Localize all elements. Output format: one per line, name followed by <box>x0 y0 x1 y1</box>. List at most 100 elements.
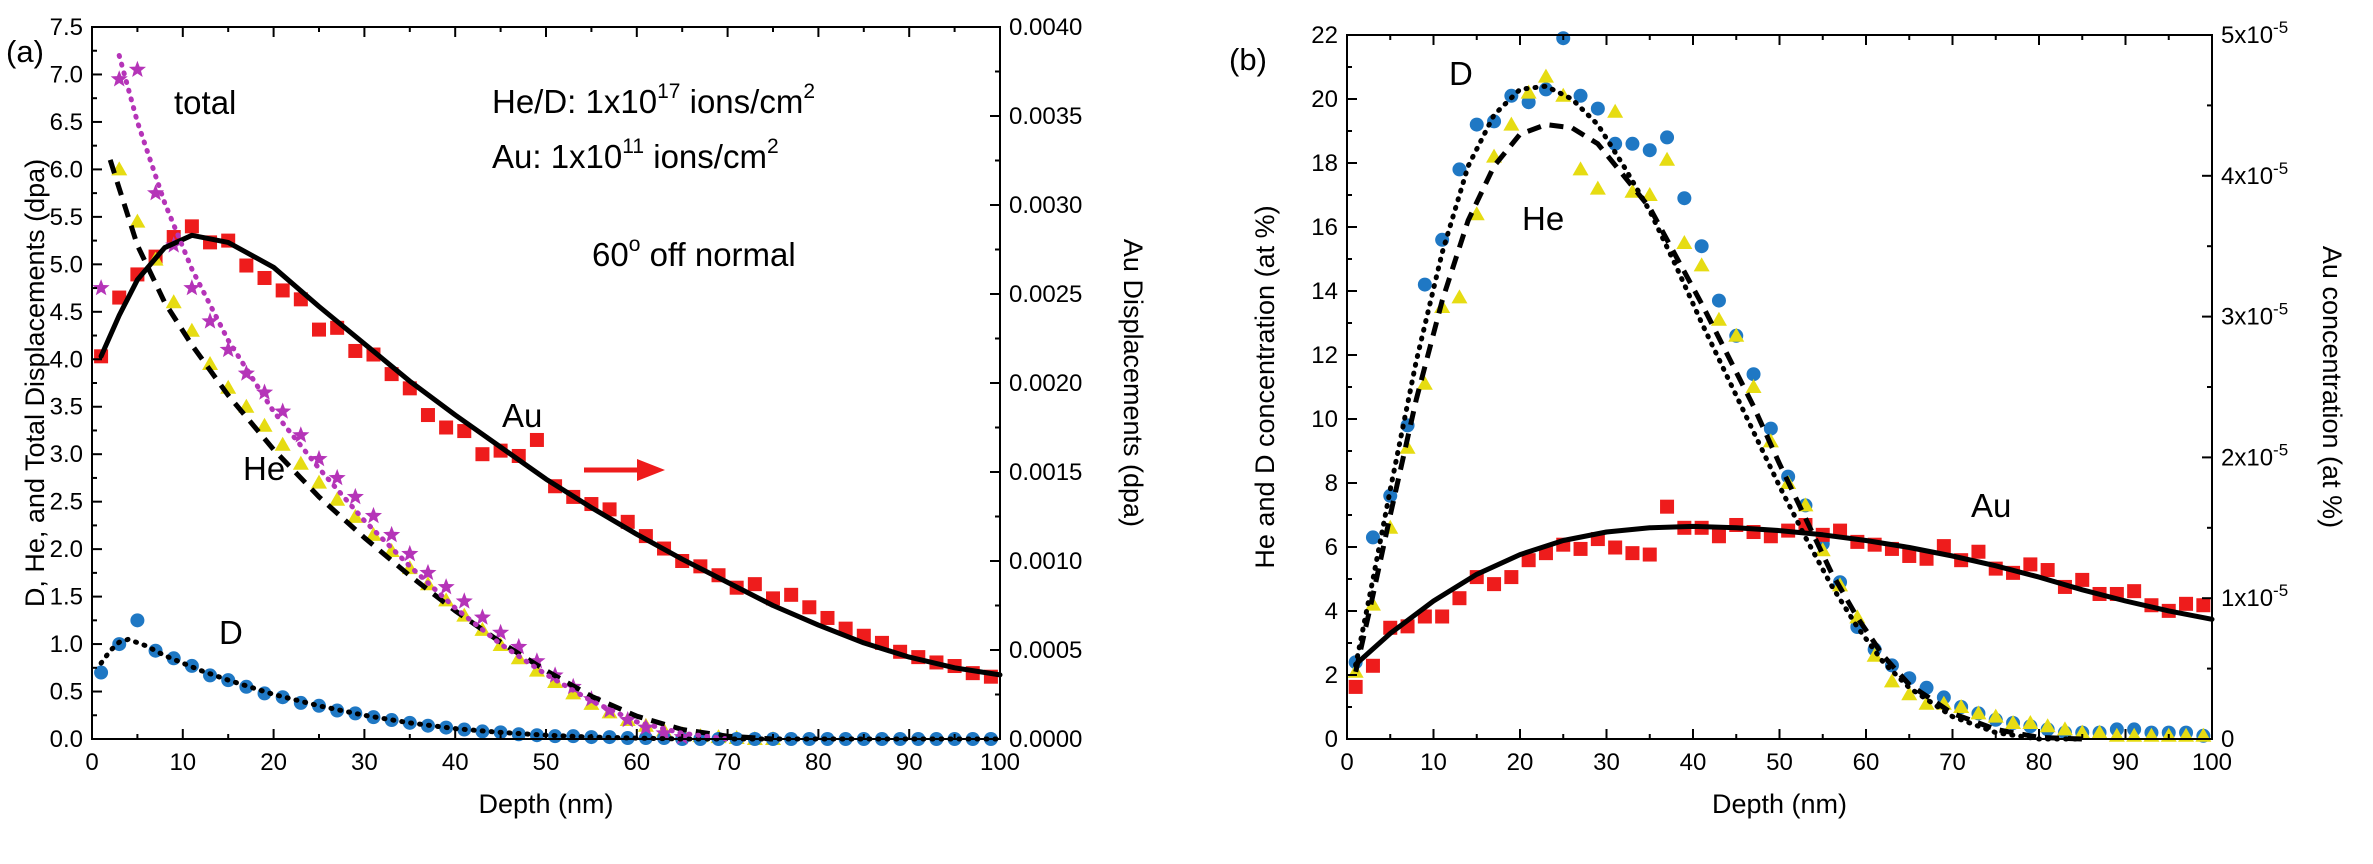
panel-a-total-point <box>528 652 546 669</box>
panel-b-au-point <box>1365 658 1380 673</box>
panel-b-y-right-tick-exponent: -5 <box>2273 440 2288 459</box>
panel-a-right-axis-arrowhead <box>637 459 665 481</box>
panel-b-he-point <box>1641 187 1658 201</box>
panel-b-au-point <box>1660 499 1675 514</box>
panel-a-total-point <box>147 184 165 201</box>
panel-b-he-point <box>1901 686 1918 701</box>
panel-b-au-point <box>1504 570 1519 585</box>
panel-a-y-tick-label: 7.0 <box>50 61 83 88</box>
panel-a-he-point <box>256 417 273 432</box>
panel-b-he-point <box>1572 161 1589 176</box>
panel-b-d-point <box>1625 136 1640 151</box>
panel-a-total-label: total <box>174 84 236 121</box>
panel-a-x-tick-label: 0 <box>85 749 98 776</box>
panel-b-au-point <box>1452 591 1467 606</box>
panel-a-total-point <box>128 60 146 77</box>
panel-b-he-point <box>1468 206 1485 221</box>
panel-b-au-point <box>1936 539 1951 554</box>
panel-a-y-tick-label: 3.5 <box>50 394 83 421</box>
panel-a-total-point <box>655 724 673 741</box>
panel-a-he-point <box>183 322 200 337</box>
panel-b-au-point <box>1608 540 1623 555</box>
panel-a-total-point <box>310 449 328 467</box>
panel-b-y-right-tick-exponent: -5 <box>2273 581 2288 600</box>
panel-b-au-point <box>2179 596 2194 611</box>
panel-b-he-point <box>2091 724 2108 739</box>
panel-a-x-tick-label: 100 <box>980 749 1020 776</box>
panel-b-x-tick-label: 60 <box>1853 749 1880 776</box>
panel-b-au-point <box>1625 546 1640 561</box>
panel-b-d-fit-line <box>1353 83 2085 742</box>
panel-a-total-point <box>455 592 473 609</box>
panel-b-he-point <box>2056 721 2073 736</box>
panel-b-y-right-tick-exponent: -5 <box>2273 18 2288 37</box>
panel-a-he-point <box>347 508 364 523</box>
panel-a-y-right-tick-label: 0.0040 <box>1009 14 1082 41</box>
panel-b-d-point <box>1521 95 1536 110</box>
panel-a-total-point <box>364 506 382 524</box>
panel-a-total-point <box>201 312 219 329</box>
panel-b-label: (b) <box>1229 42 1267 77</box>
panel-b-d-point <box>1660 130 1675 145</box>
panel-a-au-point <box>602 502 617 517</box>
panel-a-he-point <box>274 436 291 451</box>
panel-a-x-tick-label: 70 <box>714 749 741 776</box>
panel-b-au-point <box>2127 584 2142 599</box>
panel-a-d-point <box>312 698 326 713</box>
panel-a-total-point <box>183 279 201 296</box>
panel-b-d-point <box>1763 421 1778 436</box>
panel-a-fluence-he-d: He/D: 1x1017 ions/cm2 <box>492 80 815 120</box>
panel-a-au-point <box>802 600 817 615</box>
panel-a-y-tick-label: 6.0 <box>50 156 83 183</box>
panel-a-total-point <box>219 340 237 358</box>
panel-a-y-tick-label: 4.0 <box>50 346 83 373</box>
panel-b-d-point <box>1677 191 1692 206</box>
panel-b-au-point <box>2023 557 2038 572</box>
panel-a-fluence-he-d-pow: 2 <box>803 80 815 103</box>
panel-b-he-point <box>2005 715 2022 729</box>
panel-b-au-point <box>1487 577 1502 592</box>
panel-b-x-axis-label: Depth (nm) <box>1712 789 1847 819</box>
panel-b-y-right-tick-label: 2x10-5 <box>2221 440 2288 471</box>
panel-b-d-point <box>1590 101 1605 116</box>
panel-b-au-point <box>2075 572 2090 587</box>
panel-a-he-point <box>165 294 182 309</box>
panel-a-y-tick-label: 2.0 <box>50 536 83 563</box>
panel-a-y-right-tick-label: 0.0020 <box>1009 370 1082 397</box>
panel-a-total-point <box>292 426 310 443</box>
panel-b-x-tick-label: 80 <box>2026 749 2053 776</box>
panel-b-he-point <box>1710 311 1727 326</box>
panel-a-au-point <box>312 322 326 337</box>
panel-b-au-point <box>1348 679 1363 694</box>
panel-a-y-tick-label: 5.5 <box>50 204 83 231</box>
panel-b-d-point <box>1417 277 1432 292</box>
panel-b-d-point <box>1642 143 1657 158</box>
panel-a-fluence-au-unit: ions/cm <box>644 138 767 175</box>
panel-a-d-label: D <box>219 614 243 651</box>
panel-a-total-point <box>274 402 292 419</box>
panel-a-fluence-au: Au: 1x1011 ions/cm2 <box>492 135 779 175</box>
panel-b-he-point <box>1918 695 1935 710</box>
panel-a-total-point <box>492 623 510 640</box>
panel-a-total-point <box>473 608 491 625</box>
panel-b-y-tick-label: 22 <box>1311 22 1338 49</box>
panel-a-y-right-tick-label: 0.0000 <box>1009 726 1082 753</box>
panel-a-au-label: Au <box>502 397 542 434</box>
panel-a-total-fit-line <box>116 53 731 742</box>
panel-a-au-point <box>747 577 762 592</box>
panel-a-x-tick-label: 50 <box>533 749 560 776</box>
panel-b-y-right-tick-exponent: -5 <box>2273 159 2288 178</box>
panel-a-y-right-tick-label: 0.0035 <box>1009 103 1082 130</box>
panel-b-y-tick-label: 8 <box>1325 470 1338 497</box>
panel-a-x-tick-label: 10 <box>169 749 196 776</box>
panel-a-au-point <box>239 258 254 273</box>
panel-a-fluence-au-pow: 2 <box>767 135 779 158</box>
panel-b-y-right-tick-label: 0 <box>2221 726 2234 753</box>
panel-a-d-point <box>94 665 109 680</box>
panel-a-y-right-tick-label: 0.0005 <box>1009 637 1082 664</box>
panel-a-x-axis-label: Depth (nm) <box>478 789 613 819</box>
panel-b-d-point <box>1365 530 1380 545</box>
panel-b-x-tick-label: 0 <box>1340 749 1353 776</box>
panel-a-y-tick-label: 1.5 <box>50 584 83 611</box>
